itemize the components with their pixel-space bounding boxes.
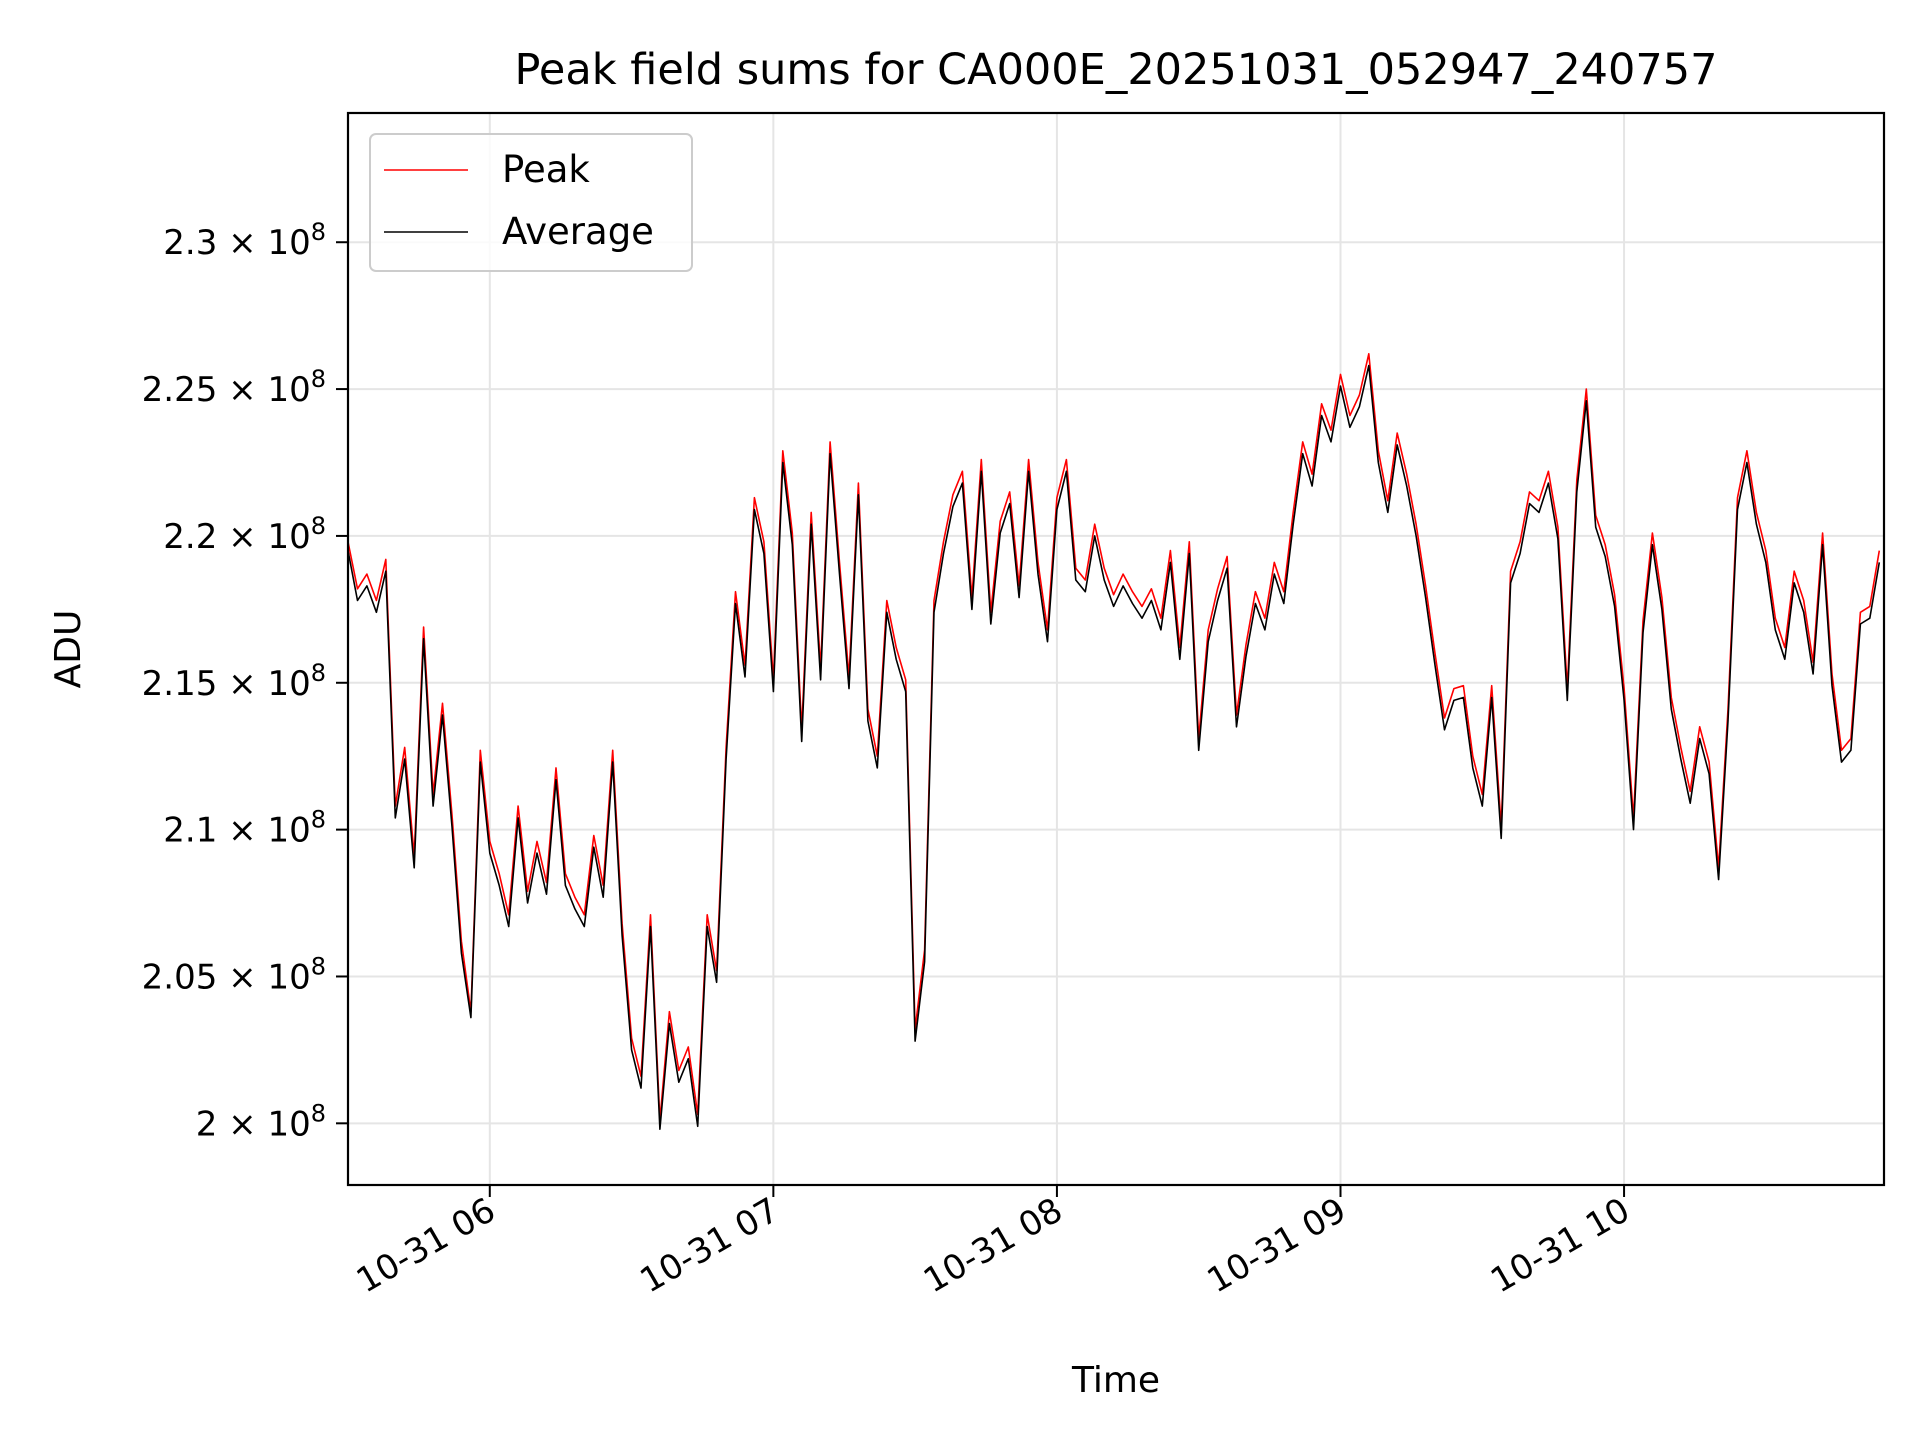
grid xyxy=(348,113,1884,1185)
x-axis-title: Time xyxy=(1071,1360,1160,1401)
legend: Peak Average xyxy=(369,133,693,272)
series-layer xyxy=(347,353,1881,1130)
y-tick-label: 2.1 × 108 xyxy=(163,806,326,851)
plot-frame xyxy=(346,111,1886,1187)
y-axis-title: ADU xyxy=(48,610,89,689)
y-tick-label: 2.2 × 108 xyxy=(163,512,326,557)
series-line-average xyxy=(347,364,1881,1130)
y-tick-label: 2.05 × 108 xyxy=(142,952,326,997)
series-line-peak xyxy=(347,353,1881,1122)
chart-title: Peak field sums for CA000E_20251031_0529… xyxy=(515,45,1718,95)
y-tick-label: 2.25 × 108 xyxy=(142,365,326,410)
y-tick-label: 2 × 108 xyxy=(196,1099,326,1144)
legend-box xyxy=(369,133,693,272)
y-tick-label: 2.15 × 108 xyxy=(142,659,326,704)
y-tick-label: 2.3 × 108 xyxy=(163,218,326,263)
y-axis: 2 × 108 2.05 × 108 2.1 × 108 2.15 × 108 2.2 … xyxy=(142,218,348,1144)
legend-average-label: Average xyxy=(502,210,654,253)
legend-peak-label: Peak xyxy=(502,148,590,191)
